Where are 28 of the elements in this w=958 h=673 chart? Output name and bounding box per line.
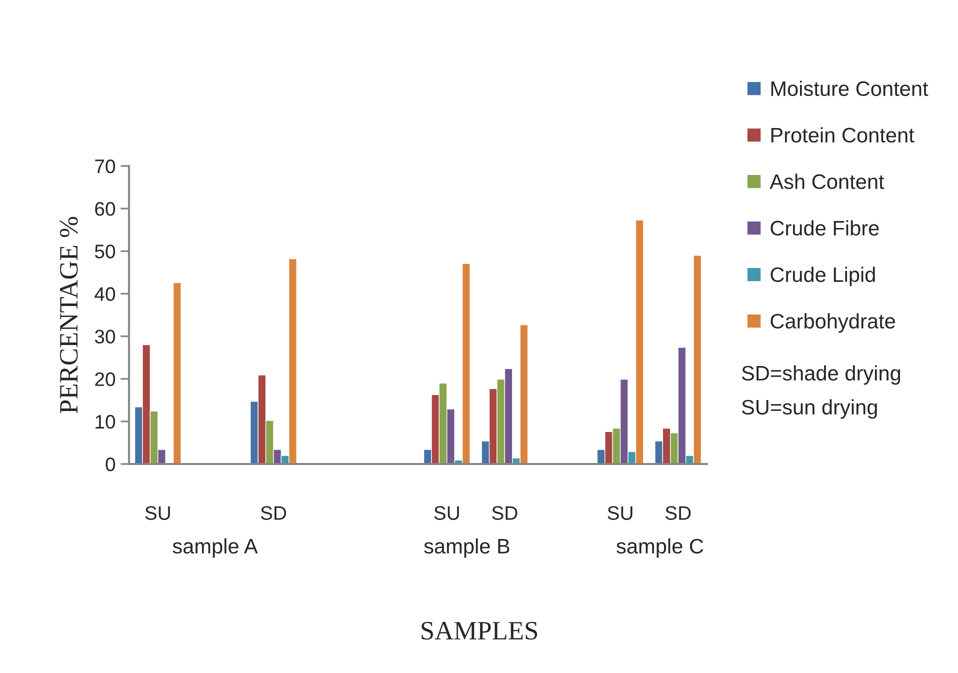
text: SU=sun drying (742, 399, 877, 419)
legend-label: Moisture Content (771, 80, 928, 96)
y-tick-label: 20 (95, 372, 116, 386)
text: sample A (172, 538, 258, 558)
x-tick-label: SU (145, 506, 170, 520)
x-tick-label: SD (260, 506, 286, 520)
y-tick-label: 10 (96, 414, 116, 429)
legend-label: Crude Fibre (770, 220, 879, 236)
text: sample C (616, 538, 704, 558)
y-tick-label: 60 (95, 202, 116, 216)
legend-label: Carbohydrate (770, 313, 895, 333)
x-tick-label: SU (608, 506, 632, 520)
y-tick-label: 40 (94, 287, 116, 301)
x-tick-label: SD (665, 506, 691, 520)
legend-label: Ash Content (770, 174, 884, 190)
y-axis-title: PERCENTAGE % (60, 216, 78, 414)
x-axis-title: SAMPLES (422, 622, 538, 640)
x-tick-label: SD (492, 506, 518, 520)
text: SD=shade drying (742, 365, 900, 385)
y-tick-label: 50 (94, 244, 116, 258)
legend-label: Crude Lipid (770, 266, 875, 286)
legend-label: Protein Content (771, 127, 914, 143)
y-tick-label: 70 (95, 159, 116, 174)
text: sample B (424, 538, 510, 558)
y-tick-label: 0 (106, 457, 116, 472)
bar (172, 282, 182, 464)
y-tick-label: 30 (94, 330, 116, 344)
x-tick-label: SU (434, 506, 459, 520)
